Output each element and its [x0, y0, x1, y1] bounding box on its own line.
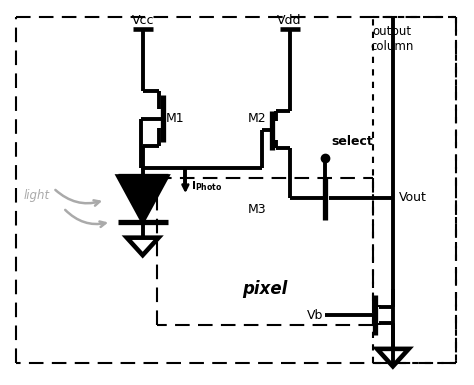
Text: Vcc: Vcc: [131, 14, 154, 27]
Text: select: select: [331, 135, 373, 148]
Text: $\mathbf{I_{Photo}}$: $\mathbf{I_{Photo}}$: [191, 179, 223, 193]
Text: M1: M1: [165, 112, 184, 125]
Text: M2: M2: [248, 112, 266, 125]
Text: Vb: Vb: [307, 309, 323, 321]
Polygon shape: [118, 176, 167, 222]
Text: Vdd: Vdd: [277, 14, 302, 27]
Text: Vout: Vout: [399, 191, 427, 204]
Text: output
column: output column: [370, 25, 413, 53]
Text: M3: M3: [248, 203, 266, 216]
Text: light: light: [24, 189, 50, 203]
Text: pixel: pixel: [242, 280, 288, 298]
